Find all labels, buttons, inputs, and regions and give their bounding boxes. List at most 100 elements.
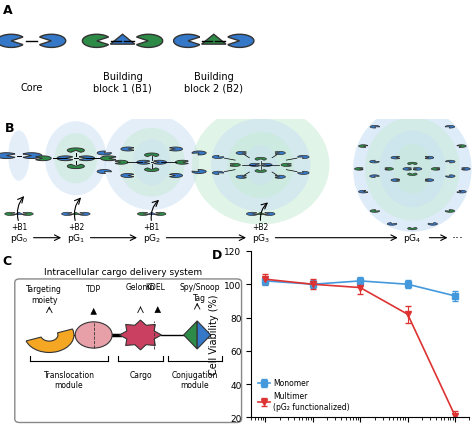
Wedge shape (230, 164, 240, 167)
Wedge shape (62, 213, 72, 216)
Circle shape (75, 322, 112, 348)
Wedge shape (100, 156, 116, 161)
Wedge shape (425, 179, 434, 182)
Wedge shape (155, 213, 166, 216)
Text: D: D (212, 248, 222, 261)
Wedge shape (446, 176, 455, 178)
Ellipse shape (104, 115, 199, 210)
Polygon shape (119, 320, 162, 350)
Wedge shape (359, 145, 368, 148)
Ellipse shape (211, 119, 310, 212)
Ellipse shape (379, 131, 446, 208)
Ellipse shape (9, 131, 29, 181)
Ellipse shape (45, 122, 107, 196)
Ellipse shape (192, 106, 329, 225)
Wedge shape (413, 168, 422, 171)
Wedge shape (97, 152, 111, 155)
Wedge shape (298, 156, 309, 159)
Wedge shape (145, 169, 159, 172)
Text: +B2: +B2 (253, 222, 269, 231)
Wedge shape (115, 161, 128, 165)
Polygon shape (71, 213, 81, 215)
Wedge shape (387, 113, 397, 116)
Wedge shape (137, 161, 150, 165)
Wedge shape (457, 191, 466, 193)
Text: Translocation
module: Translocation module (44, 370, 94, 389)
Text: Spy/Snoop
Tag: Spy/Snoop Tag (179, 283, 220, 302)
Wedge shape (255, 158, 266, 161)
Ellipse shape (244, 146, 277, 185)
Text: pG$_1$: pG$_1$ (67, 232, 85, 245)
Wedge shape (40, 35, 66, 48)
Text: Gelonin: Gelonin (126, 283, 155, 292)
Wedge shape (137, 35, 163, 48)
Wedge shape (67, 165, 84, 169)
Text: Building
block 1 (B1): Building block 1 (B1) (93, 72, 152, 93)
Polygon shape (147, 213, 156, 215)
Polygon shape (256, 213, 265, 215)
Wedge shape (67, 149, 84, 153)
Wedge shape (173, 35, 200, 48)
Ellipse shape (353, 107, 472, 232)
Polygon shape (201, 35, 226, 45)
Wedge shape (121, 148, 134, 152)
Text: B: B (5, 122, 14, 135)
Wedge shape (212, 156, 224, 159)
Wedge shape (370, 161, 379, 164)
Wedge shape (23, 153, 42, 159)
Text: Conjugation
module: Conjugation module (172, 370, 218, 389)
Wedge shape (403, 168, 411, 171)
Text: +B2: +B2 (68, 222, 84, 231)
Text: Targeting
moiety: Targeting moiety (27, 285, 62, 304)
Wedge shape (121, 174, 134, 178)
Wedge shape (97, 170, 111, 174)
Wedge shape (137, 213, 148, 216)
Wedge shape (298, 172, 309, 175)
Wedge shape (80, 213, 90, 216)
Wedge shape (262, 164, 272, 167)
Wedge shape (425, 157, 434, 160)
Wedge shape (431, 168, 440, 171)
Wedge shape (154, 161, 167, 165)
Wedge shape (275, 152, 285, 155)
Wedge shape (192, 170, 206, 174)
Wedge shape (249, 164, 260, 167)
Wedge shape (170, 148, 182, 152)
FancyBboxPatch shape (15, 279, 242, 423)
Wedge shape (408, 163, 417, 165)
Wedge shape (446, 161, 455, 164)
Wedge shape (355, 168, 363, 171)
Wedge shape (445, 126, 455, 129)
Legend: Monomer, Multimer
(pG₂ functionalized): Monomer, Multimer (pG₂ functionalized) (255, 375, 353, 414)
Wedge shape (370, 176, 379, 178)
Text: A: A (3, 3, 12, 17)
Polygon shape (197, 321, 211, 349)
Ellipse shape (393, 144, 431, 195)
Wedge shape (281, 164, 292, 167)
Wedge shape (275, 176, 285, 179)
Wedge shape (236, 176, 246, 179)
Wedge shape (462, 168, 470, 171)
Wedge shape (385, 168, 393, 171)
Wedge shape (255, 170, 266, 173)
Polygon shape (110, 35, 135, 45)
Ellipse shape (118, 129, 185, 197)
Text: pG$_0$: pG$_0$ (10, 232, 28, 245)
Text: +B1: +B1 (11, 222, 27, 231)
Wedge shape (145, 154, 159, 157)
Wedge shape (387, 223, 397, 226)
Wedge shape (236, 152, 246, 155)
Wedge shape (445, 210, 455, 213)
Wedge shape (82, 35, 109, 48)
Text: Core: Core (20, 83, 43, 93)
Wedge shape (264, 213, 275, 216)
Ellipse shape (228, 132, 294, 199)
Wedge shape (79, 156, 95, 161)
Ellipse shape (55, 134, 97, 184)
Wedge shape (408, 174, 417, 176)
Wedge shape (370, 126, 380, 129)
Wedge shape (391, 157, 400, 160)
Wedge shape (26, 329, 74, 353)
Text: pG$_3$: pG$_3$ (252, 232, 270, 245)
Text: ···: ··· (451, 232, 464, 245)
